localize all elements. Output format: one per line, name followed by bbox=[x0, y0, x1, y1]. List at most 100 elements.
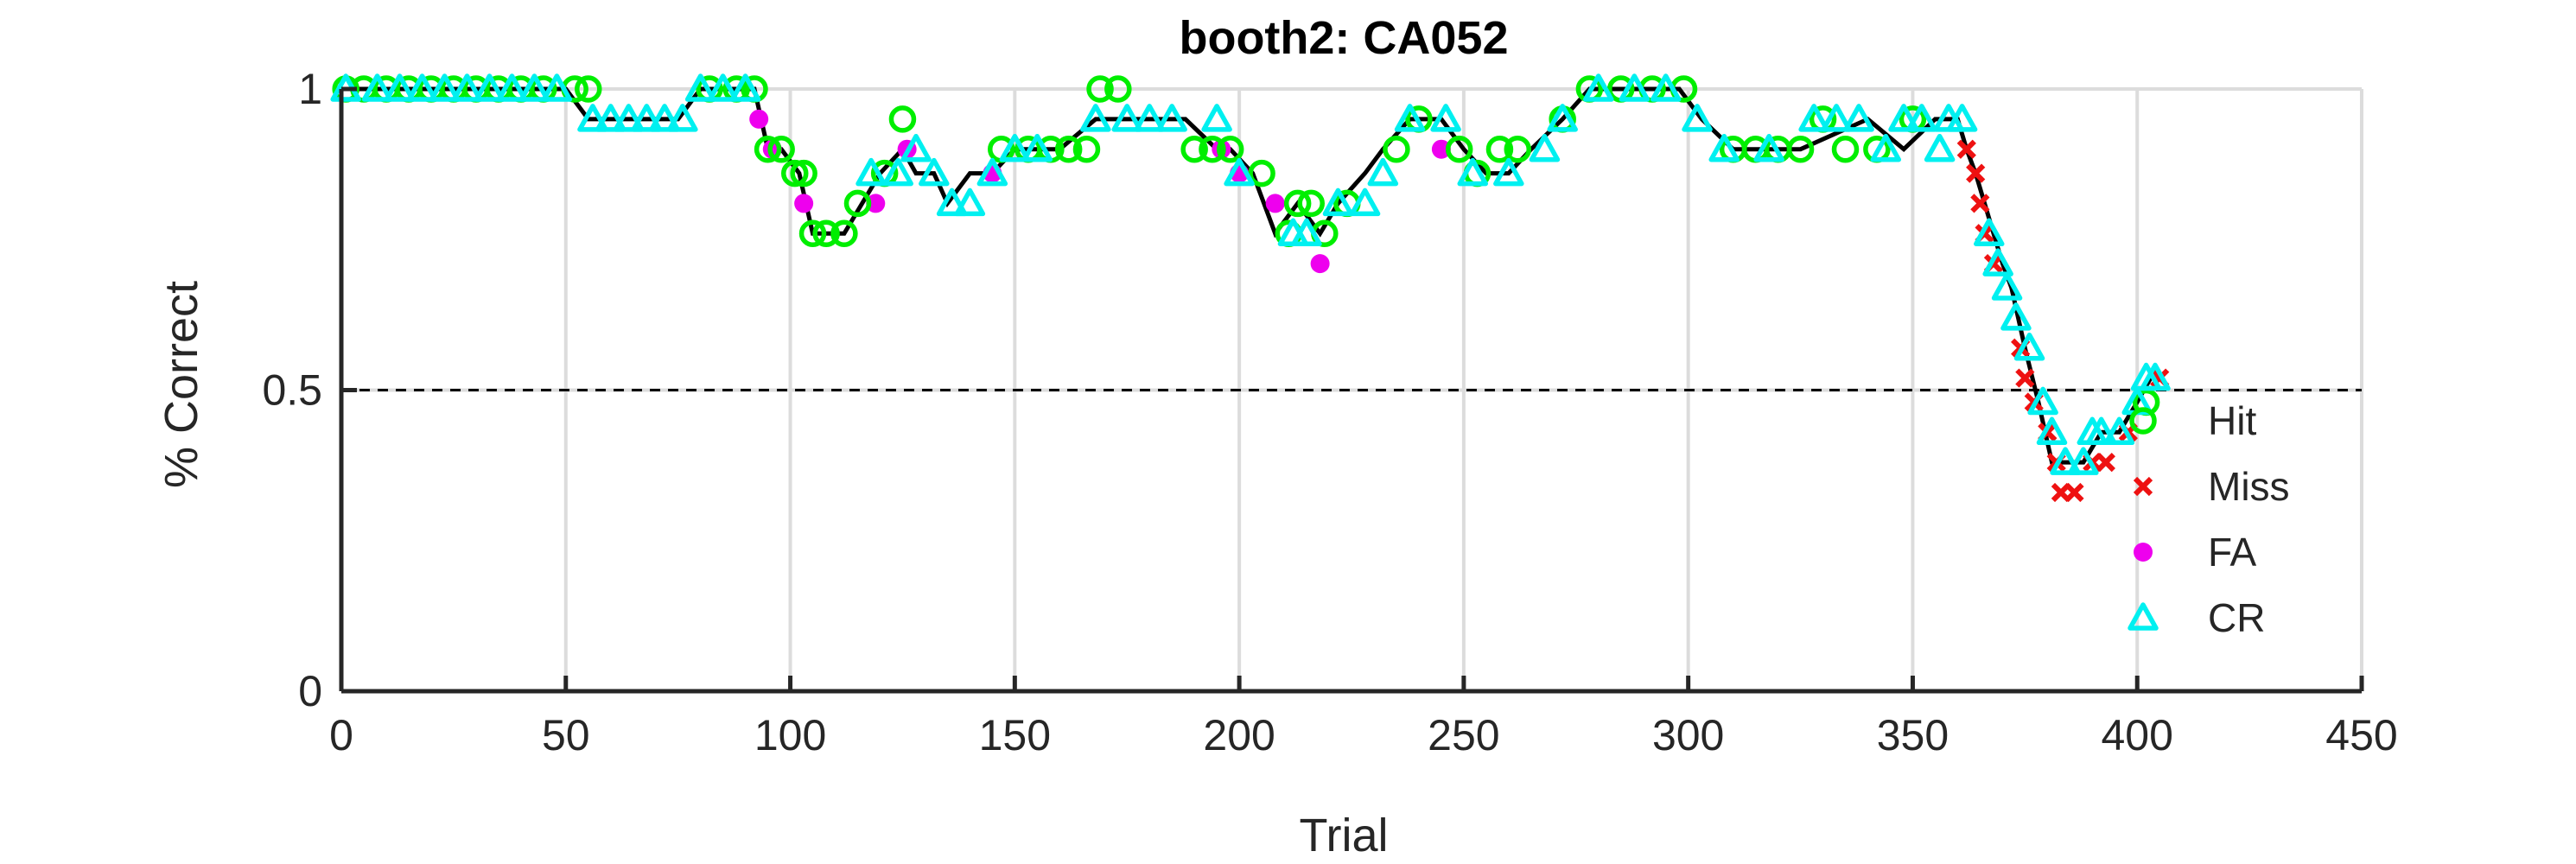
x-tick-label: 50 bbox=[542, 711, 590, 759]
miss-marker bbox=[2015, 368, 2035, 388]
cr-marker bbox=[595, 104, 627, 132]
cr-marker bbox=[406, 73, 438, 102]
cr-marker bbox=[1821, 104, 1852, 132]
hit-marker bbox=[1383, 135, 1410, 163]
cr-marker bbox=[1619, 73, 1651, 102]
cr-marker bbox=[451, 73, 483, 102]
cr-marker bbox=[1650, 73, 1682, 102]
hit-marker bbox=[575, 75, 602, 103]
cr-marker bbox=[1111, 104, 1142, 132]
cr-marker bbox=[518, 73, 550, 102]
cr-marker bbox=[1322, 187, 1354, 217]
cr-marker bbox=[1224, 157, 1255, 187]
hit-marker bbox=[1831, 135, 1860, 163]
y-tick-label: 0.5 bbox=[262, 366, 322, 415]
fa-marker bbox=[794, 194, 814, 213]
chart-title: booth2: CA052 bbox=[1179, 12, 1508, 64]
miss-marker bbox=[2064, 482, 2084, 503]
fa-marker bbox=[1310, 254, 1330, 274]
hit-marker bbox=[1485, 135, 1514, 163]
cr-marker bbox=[729, 73, 761, 102]
legend-cr-label: CR bbox=[2208, 595, 2265, 640]
cr-marker bbox=[384, 73, 416, 102]
legend-fa-label: FA bbox=[2208, 530, 2257, 575]
cr-marker bbox=[999, 133, 1031, 162]
cr-marker bbox=[1906, 104, 1937, 132]
miss-marker bbox=[1970, 194, 1990, 213]
x-tick-label: 400 bbox=[2102, 711, 2173, 759]
fa-marker bbox=[1431, 139, 1451, 159]
cr-marker bbox=[2027, 386, 2058, 416]
hit-marker bbox=[781, 159, 809, 187]
hit-marker bbox=[1180, 135, 1208, 163]
x-tick-label: 150 bbox=[979, 711, 1051, 759]
cr-marker bbox=[2000, 302, 2032, 331]
cr-marker bbox=[684, 73, 716, 102]
hit-marker bbox=[1054, 135, 1083, 163]
fa-marker bbox=[1265, 194, 1285, 213]
series-cr bbox=[330, 73, 2171, 475]
x-tick-label: 250 bbox=[1428, 711, 1499, 759]
hit-marker bbox=[1283, 189, 1312, 218]
cr-marker bbox=[1843, 104, 1874, 132]
legend: Hit Miss FA CR bbox=[2128, 398, 2290, 640]
tick-labels: 0 50 100 150 200 250 300 350 400 450 0 0.5 1 bbox=[262, 65, 2397, 759]
x-tick-label: 100 bbox=[754, 711, 826, 759]
cr-marker bbox=[631, 104, 663, 132]
cr-marker bbox=[1946, 104, 1978, 132]
hit-marker bbox=[767, 135, 795, 163]
hit-marker bbox=[1786, 135, 1815, 163]
cr-marker bbox=[429, 73, 461, 102]
cr-marker bbox=[577, 104, 608, 132]
hit-marker bbox=[843, 189, 872, 218]
hit-marker bbox=[1104, 75, 1132, 103]
cr-marker bbox=[1430, 104, 1461, 132]
cr-marker bbox=[1394, 104, 1426, 132]
cr-marker bbox=[900, 133, 932, 162]
hit-marker bbox=[1072, 135, 1101, 163]
cr-marker bbox=[1493, 157, 1524, 187]
hit-marker bbox=[1086, 75, 1114, 103]
fa-marker bbox=[866, 194, 886, 213]
cr-marker bbox=[1924, 133, 1956, 162]
cr-marker bbox=[2103, 416, 2135, 446]
hit-marker bbox=[888, 105, 917, 133]
cr-marker bbox=[1870, 133, 1902, 162]
axes bbox=[339, 86, 2364, 694]
cr-marker bbox=[667, 104, 698, 132]
hit-marker bbox=[1445, 135, 1473, 163]
cr-marker bbox=[2085, 416, 2117, 446]
y-axis-label: % Correct bbox=[156, 281, 207, 488]
cr-marker bbox=[1547, 104, 1578, 132]
cr-marker bbox=[1682, 104, 1713, 132]
x-tick-label: 200 bbox=[1203, 711, 1275, 759]
hit-marker bbox=[830, 219, 858, 248]
trial-markers bbox=[330, 73, 2171, 503]
cr-marker bbox=[1080, 104, 1111, 132]
cr-marker bbox=[1888, 104, 1919, 132]
cr-marker bbox=[2036, 416, 2068, 446]
fa-marker bbox=[749, 109, 769, 129]
cr-marker bbox=[613, 104, 645, 132]
y-tick-label: 1 bbox=[298, 65, 322, 113]
cr-marker bbox=[2068, 447, 2099, 475]
cr-marker bbox=[1021, 133, 1053, 162]
hit-marker bbox=[1216, 135, 1244, 163]
miss-marker bbox=[2096, 453, 2115, 473]
cr-marker bbox=[2013, 332, 2045, 361]
hit-marker bbox=[1199, 135, 1226, 163]
grid-lines bbox=[340, 87, 2363, 693]
cr-marker bbox=[1798, 104, 1829, 132]
cr-marker bbox=[649, 104, 680, 132]
cr-marker bbox=[1349, 187, 1381, 217]
cr-marker bbox=[1753, 133, 1784, 162]
cr-marker bbox=[919, 157, 950, 187]
cr-marker bbox=[1134, 104, 1165, 132]
cr-marker bbox=[882, 157, 913, 187]
cr-marker bbox=[936, 187, 968, 217]
cr-marker bbox=[2140, 362, 2171, 391]
cr-marker bbox=[976, 157, 1008, 187]
x-tick-label: 300 bbox=[1652, 711, 1724, 759]
hit-marker bbox=[812, 219, 840, 248]
hit-marker bbox=[1504, 135, 1531, 163]
